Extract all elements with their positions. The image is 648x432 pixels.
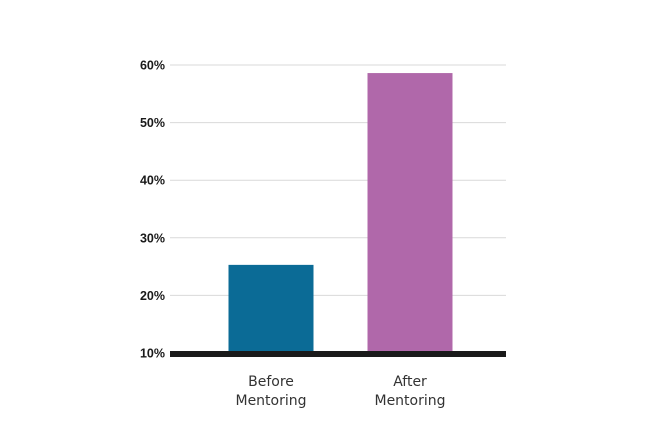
y-tick-label: 30%: [140, 231, 165, 245]
y-tick-label: 50%: [140, 116, 165, 130]
bars: [228, 73, 453, 354]
x-axis-labels: Before Mentoring After Mentoring: [235, 374, 445, 409]
gridlines: [170, 64, 506, 296]
bar: [367, 73, 453, 354]
y-tick-label: 40%: [140, 174, 165, 188]
x-category-label: Before Mentoring: [235, 374, 306, 409]
y-tick-label: 60%: [140, 59, 165, 73]
y-tick-label: 10%: [140, 347, 165, 361]
bar: [228, 264, 314, 353]
x-category-label: After Mentoring: [374, 374, 445, 409]
y-axis-ticks: 10% 20% 30% 40% 50% 60%: [140, 59, 165, 361]
y-tick-label: 20%: [140, 289, 165, 303]
